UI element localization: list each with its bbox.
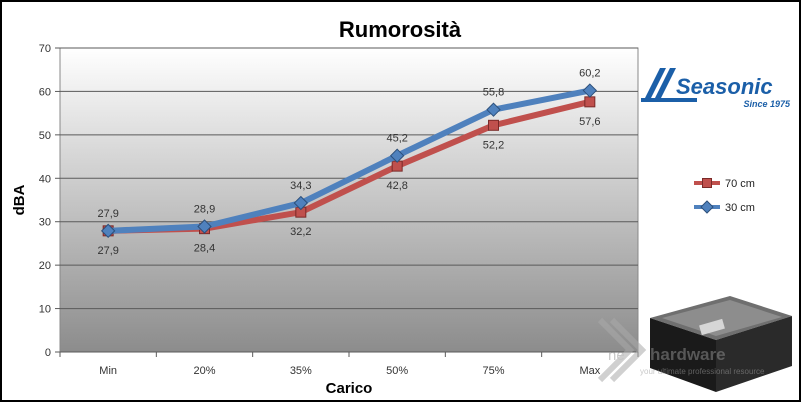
y-axis-title: dBA xyxy=(11,184,28,215)
logo-tagline: Since 1975 xyxy=(743,99,791,109)
x-tick-label: 20% xyxy=(193,365,215,377)
data-label: 52,2 xyxy=(483,139,504,151)
y-tick-label: 20 xyxy=(39,260,51,272)
data-point xyxy=(389,148,405,163)
watermark-prefix: ne xyxy=(608,347,625,364)
y-axis: 0 10 20 30 40 50 60 70 xyxy=(39,43,60,359)
data-point xyxy=(488,119,499,131)
y-tick-label: 40 xyxy=(39,173,51,185)
x-tick-label: Max xyxy=(579,365,600,377)
series-1: 27,9 28,9 34,3 45,2 55,8 60,2 xyxy=(97,68,601,239)
data-label: 42,8 xyxy=(386,180,407,192)
plot-area xyxy=(59,47,639,353)
data-label: 45,2 xyxy=(386,133,407,145)
data-label: 57,6 xyxy=(579,116,600,128)
chart-title: Rumorosità xyxy=(339,17,462,42)
legend-item: 70 cm xyxy=(694,178,755,190)
y-tick-label: 50 xyxy=(39,130,51,142)
data-label: 60,2 xyxy=(579,68,600,80)
data-label: 28,4 xyxy=(194,243,215,255)
x-tick-label: 75% xyxy=(482,365,504,377)
data-point xyxy=(100,223,116,239)
legend-marker xyxy=(702,178,712,188)
x-axis: Min 20% 35% 50% 75% Max xyxy=(59,352,639,377)
data-point xyxy=(293,195,309,211)
x-axis-title: Carico xyxy=(326,380,373,397)
series-layer: 27,9 28,4 32,2 42,8 52,2 57,6 27,9 28,9 34,3 45,2… xyxy=(97,68,600,257)
legend-label: 30 cm xyxy=(725,202,755,214)
data-point xyxy=(486,102,501,117)
psu-image xyxy=(650,296,792,392)
legend-label: 70 cm xyxy=(725,178,755,190)
y-tick-label: 60 xyxy=(39,86,51,98)
logo-brand: Seasonic xyxy=(676,74,773,99)
data-label: 34,3 xyxy=(290,180,311,192)
legend-marker xyxy=(700,200,714,214)
data-label: 27,9 xyxy=(97,245,118,257)
logo-stripes-icon xyxy=(641,68,697,102)
y-tick-label: 0 xyxy=(45,347,51,359)
x-tick-label: 50% xyxy=(386,365,408,377)
y-tick-label: 30 xyxy=(39,217,51,229)
data-point xyxy=(584,96,596,108)
data-label: 32,2 xyxy=(290,226,311,238)
legend-item: 30 cm xyxy=(694,200,755,214)
data-label: 55,8 xyxy=(483,87,504,99)
watermark-brand: hardware xyxy=(650,345,726,364)
data-label: 28,9 xyxy=(194,203,215,215)
y-tick-label: 70 xyxy=(39,43,51,55)
x-tick-label: Min xyxy=(99,365,117,377)
series-line xyxy=(105,87,593,234)
watermark-arrows-icon xyxy=(597,317,647,383)
data-point xyxy=(197,219,212,234)
legend: 70 cm 30 cm xyxy=(694,178,755,214)
y-tick-label: 10 xyxy=(39,304,51,316)
hardware-watermark: ne hardware your ultimate professional r… xyxy=(597,317,765,383)
seasonic-logo: Seasonic Since 1975 xyxy=(641,68,791,109)
x-tick-label: 35% xyxy=(290,365,312,377)
data-point xyxy=(582,83,598,98)
watermark-tagline: your ultimate professional resource xyxy=(640,367,765,376)
data-label: 27,9 xyxy=(97,208,118,220)
